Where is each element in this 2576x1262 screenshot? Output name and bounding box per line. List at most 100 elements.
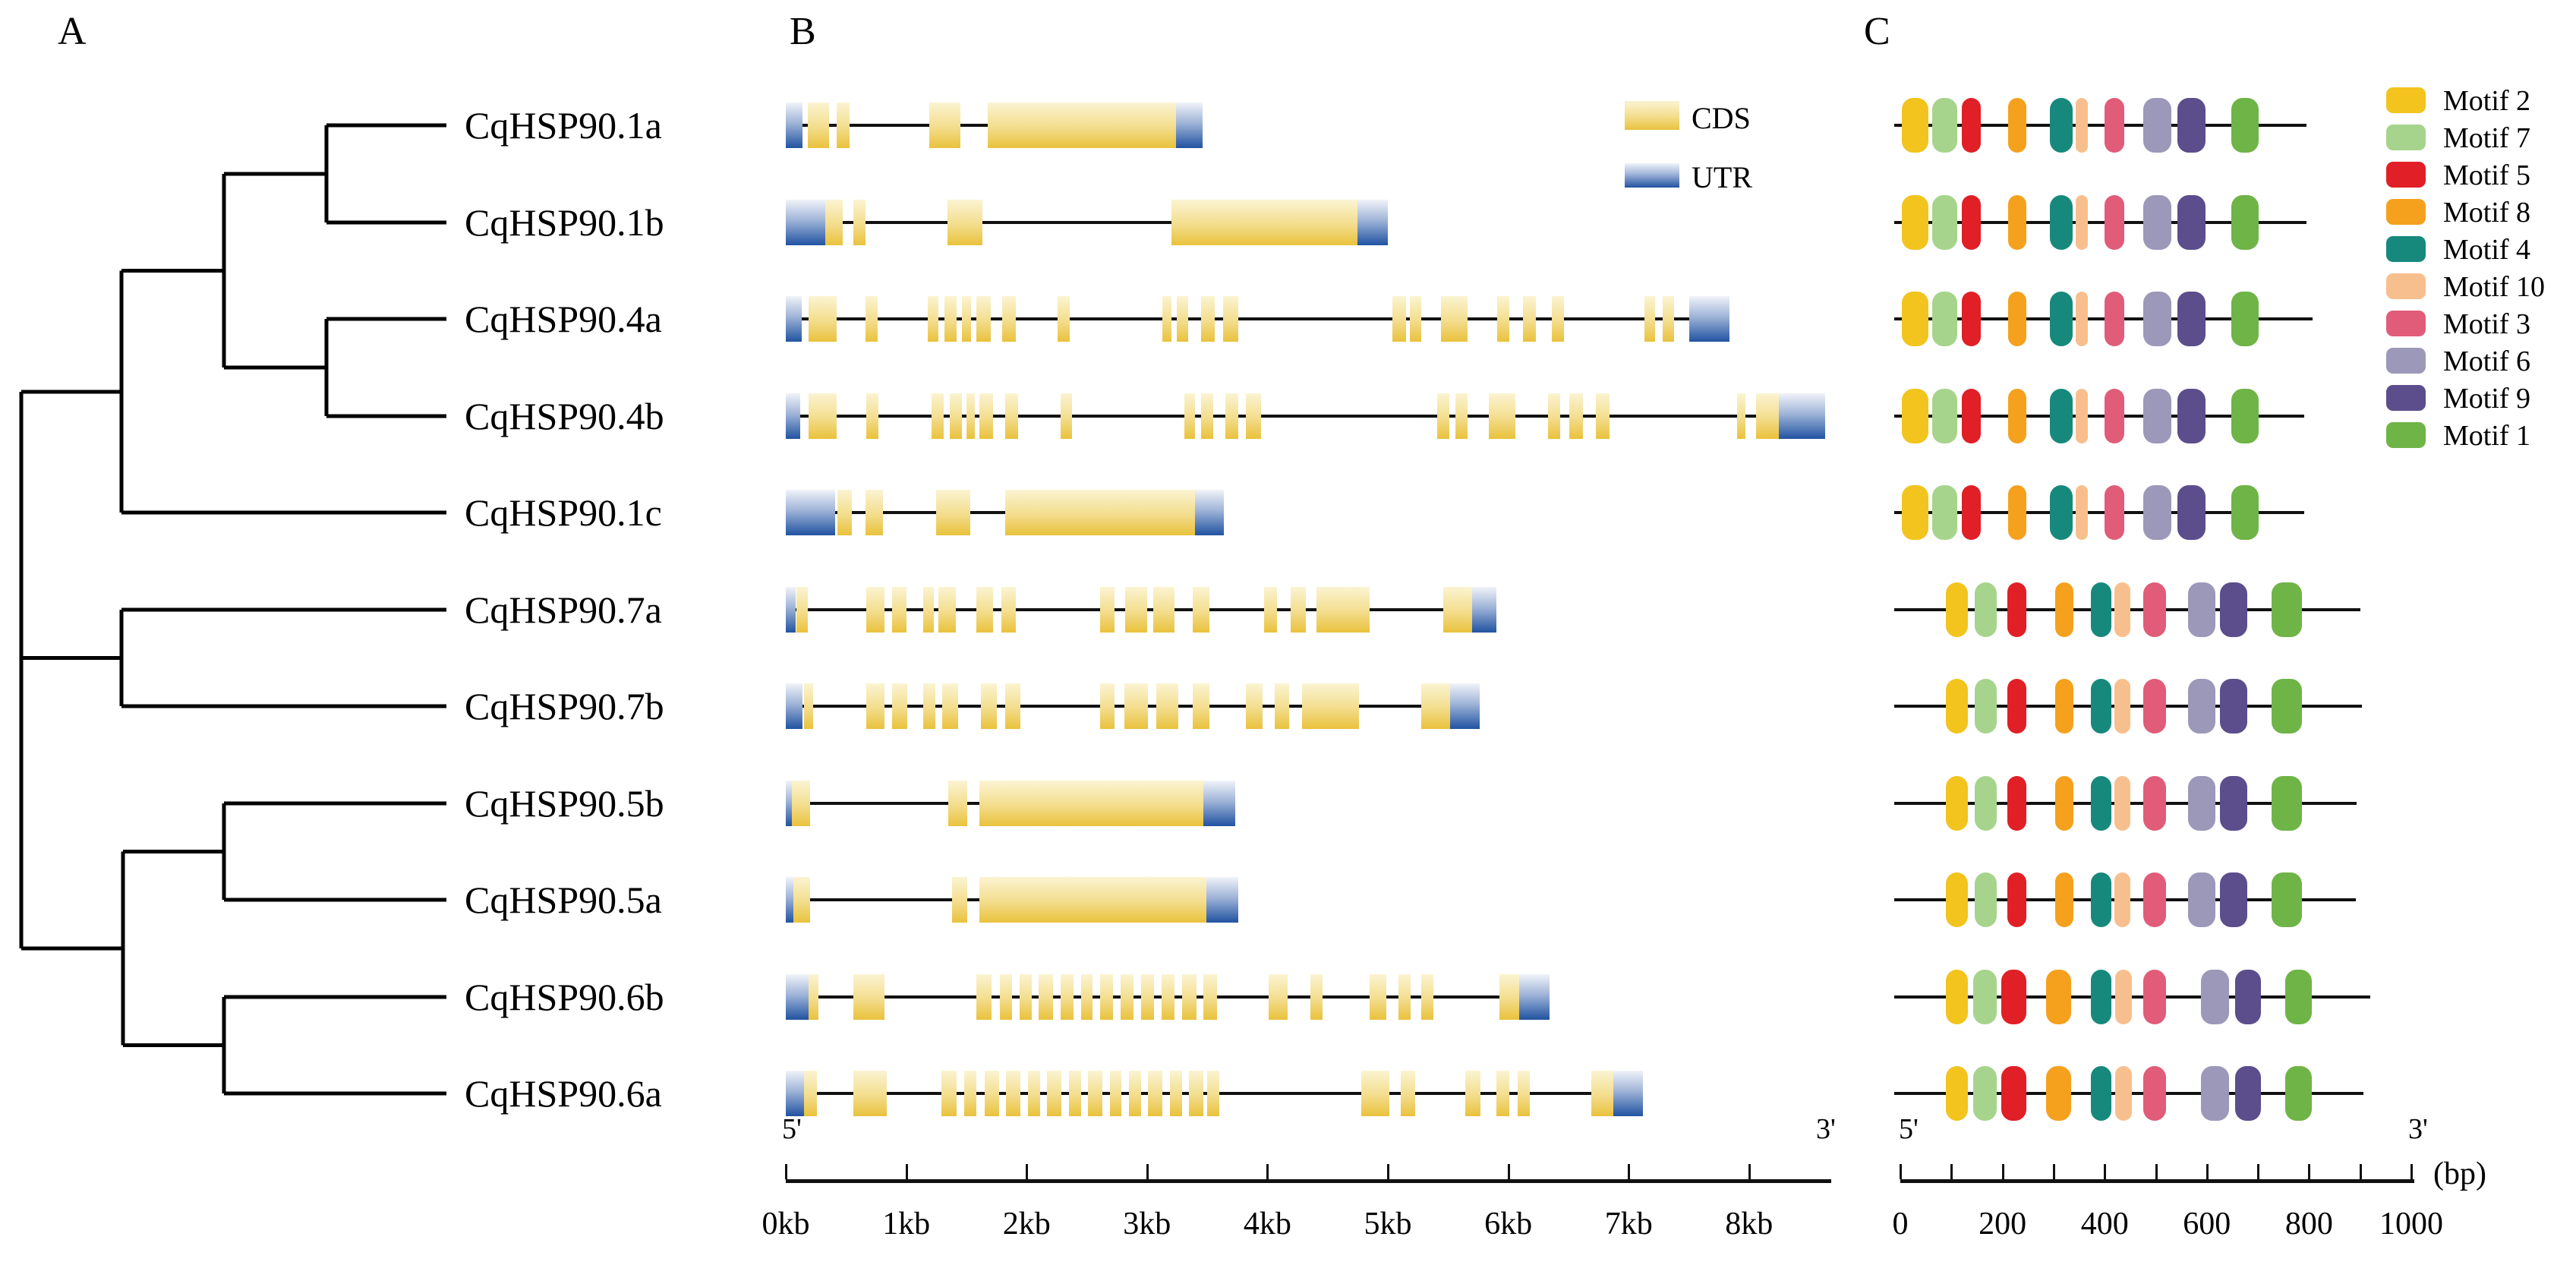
motif-box bbox=[1973, 1066, 1997, 1121]
cds-exon-box bbox=[1124, 683, 1149, 729]
motif-box bbox=[1945, 679, 1968, 734]
c-five-prime-label: 5' bbox=[1899, 1113, 1919, 1145]
motif-box bbox=[2105, 292, 2125, 346]
utr5-box bbox=[786, 683, 803, 729]
gene-name-label: CqHSP90.5a bbox=[465, 879, 662, 921]
motif-box bbox=[2187, 582, 2216, 637]
kb-axis-tick bbox=[1026, 1164, 1029, 1179]
utr5-box bbox=[786, 587, 796, 633]
gene-name-label: CqHSP90.7a bbox=[465, 588, 662, 631]
kb-axis-tick-label: 5kb bbox=[1364, 1207, 1412, 1241]
kb-axis-tick-label: 4kb bbox=[1243, 1207, 1291, 1241]
cds-exon-box bbox=[980, 683, 997, 729]
cds-exon-box bbox=[807, 103, 830, 148]
gene-name-label: CqHSP90.4a bbox=[465, 298, 662, 340]
motif-box bbox=[1902, 292, 1928, 346]
cds-exon-box bbox=[1189, 1071, 1204, 1116]
cds-label: CDS bbox=[1692, 101, 1751, 135]
cds-exon-box bbox=[966, 393, 975, 439]
cds-exon-box bbox=[1193, 683, 1210, 729]
motif-box bbox=[2272, 872, 2302, 927]
cds-exon-box bbox=[979, 393, 993, 439]
kb-axis-tick-label: 3kb bbox=[1123, 1207, 1171, 1241]
motif-legend-swatch bbox=[2386, 311, 2426, 336]
cds-exon-box bbox=[1203, 974, 1217, 1020]
motif-box bbox=[2143, 679, 2166, 734]
cds-exon-box bbox=[1392, 296, 1406, 342]
motif-legend-label: Motif 9 bbox=[2443, 383, 2531, 415]
motif-box bbox=[2220, 872, 2247, 927]
cds-exon-box bbox=[1591, 1071, 1613, 1116]
cds-exon-box bbox=[1442, 587, 1473, 633]
motif-box bbox=[2105, 195, 2125, 250]
protein-backbone-line bbox=[1894, 995, 2371, 999]
motif-box bbox=[2091, 776, 2111, 831]
bp-axis-tick bbox=[2308, 1164, 2311, 1179]
cds-exon-box bbox=[928, 296, 939, 342]
motif-box bbox=[2075, 292, 2088, 346]
cds-exon-box bbox=[809, 974, 818, 1020]
cds-exon-box bbox=[1496, 1071, 1510, 1116]
motif-legend-label: Motif 6 bbox=[2443, 345, 2531, 377]
cds-exon-box bbox=[1207, 1071, 1219, 1116]
cds-exon-box bbox=[1222, 296, 1239, 342]
motif-box bbox=[2231, 98, 2259, 153]
motif-box bbox=[2143, 970, 2166, 1024]
cds-exon-box bbox=[1245, 683, 1263, 729]
motif-box bbox=[2007, 582, 2027, 637]
cds-exon-box bbox=[1181, 974, 1197, 1020]
motif-box bbox=[2143, 776, 2166, 831]
cds-exon-box bbox=[949, 393, 962, 439]
motif-box bbox=[2001, 1066, 2027, 1121]
motif-box bbox=[2049, 389, 2073, 443]
motif-box bbox=[1975, 582, 1997, 637]
motif-box bbox=[2105, 98, 2125, 153]
motif-box bbox=[2105, 485, 2125, 540]
motif-box bbox=[1962, 292, 1982, 346]
cds-exon-box bbox=[791, 781, 810, 826]
bp-axis-tick bbox=[2104, 1164, 2107, 1179]
motif-box bbox=[2143, 292, 2172, 346]
motif-box bbox=[2001, 970, 2027, 1024]
intron-line bbox=[786, 415, 1825, 418]
protein-backbone-line bbox=[1894, 415, 2304, 418]
motif-box bbox=[1945, 776, 1968, 831]
cds-exon-box bbox=[837, 490, 853, 535]
gene-name-label: CqHSP90.1c bbox=[465, 491, 662, 534]
cds-exon-box bbox=[1370, 974, 1387, 1020]
cds-exon-box bbox=[1201, 393, 1214, 439]
kb-axis-tick-label: 0kb bbox=[761, 1207, 810, 1241]
intron-line bbox=[786, 221, 1388, 224]
bp-axis-tick-label: 1000 bbox=[2379, 1207, 2443, 1241]
kb-axis-tick-label: 8kb bbox=[1725, 1207, 1774, 1241]
motif-box bbox=[2054, 679, 2074, 734]
motif-box bbox=[2008, 292, 2026, 346]
cds-exon-box bbox=[988, 103, 1176, 148]
motif-legend-label: Motif 5 bbox=[2443, 159, 2531, 191]
cds-exon-box bbox=[1310, 974, 1323, 1020]
motif-box bbox=[2177, 292, 2206, 346]
cds-exon-box bbox=[1274, 683, 1289, 729]
motif-box bbox=[1945, 582, 1968, 637]
cds-exon-box bbox=[1184, 393, 1196, 439]
cds-exon-box bbox=[1088, 1071, 1103, 1116]
cds-exon-box bbox=[836, 103, 850, 148]
cds-exon-box bbox=[1169, 1071, 1182, 1116]
motif-box bbox=[2075, 195, 2088, 250]
motif-legend-label: Motif 2 bbox=[2443, 85, 2531, 117]
cds-exon-box bbox=[809, 296, 837, 342]
motif-box bbox=[1962, 195, 1982, 250]
kb-axis-tick bbox=[1628, 1164, 1631, 1179]
cds-exon-box bbox=[984, 1071, 999, 1116]
utr3-box bbox=[1357, 200, 1388, 245]
motif-box bbox=[2231, 195, 2259, 250]
panel-c-title: C bbox=[1864, 10, 1890, 53]
protein-backbone-line bbox=[1894, 221, 2307, 224]
cds-exon-box bbox=[1401, 1071, 1416, 1116]
cds-exon-box bbox=[963, 1071, 976, 1116]
cds-exon-box bbox=[979, 781, 1204, 826]
motif-box bbox=[2115, 1066, 2132, 1121]
bp-axis-tick-label: 200 bbox=[1979, 1207, 2027, 1241]
cds-exon-box bbox=[1177, 296, 1188, 342]
kb-axis-tick bbox=[1266, 1164, 1269, 1179]
